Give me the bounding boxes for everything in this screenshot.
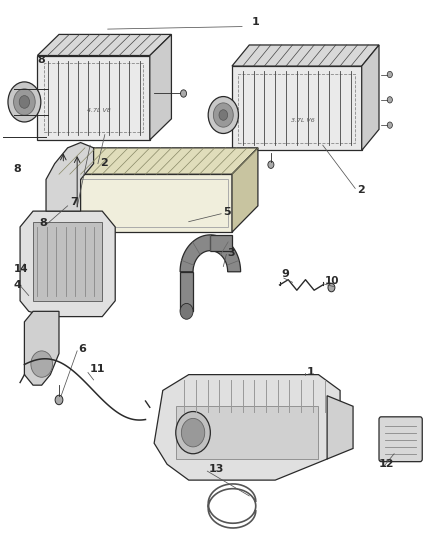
Text: 8: 8 bbox=[14, 164, 21, 174]
Circle shape bbox=[8, 82, 41, 122]
Text: 8: 8 bbox=[37, 55, 45, 66]
Circle shape bbox=[208, 96, 238, 133]
Circle shape bbox=[180, 303, 193, 319]
Text: 4: 4 bbox=[14, 280, 21, 289]
Circle shape bbox=[31, 351, 53, 377]
Text: 12: 12 bbox=[379, 459, 395, 469]
Polygon shape bbox=[232, 45, 379, 66]
Circle shape bbox=[19, 95, 30, 108]
Text: 2: 2 bbox=[100, 158, 108, 168]
Circle shape bbox=[176, 411, 210, 454]
Polygon shape bbox=[37, 55, 150, 140]
Text: 9: 9 bbox=[282, 269, 290, 279]
Text: 1: 1 bbox=[307, 367, 314, 377]
FancyBboxPatch shape bbox=[379, 417, 422, 462]
Text: 8: 8 bbox=[39, 218, 47, 228]
Circle shape bbox=[55, 395, 63, 405]
Text: 2: 2 bbox=[357, 184, 365, 195]
Polygon shape bbox=[210, 235, 232, 251]
Text: 7: 7 bbox=[70, 197, 78, 207]
Polygon shape bbox=[180, 235, 240, 272]
Polygon shape bbox=[327, 395, 353, 459]
Polygon shape bbox=[20, 211, 115, 317]
Circle shape bbox=[387, 96, 392, 103]
Text: 3: 3 bbox=[228, 248, 235, 258]
Circle shape bbox=[328, 284, 335, 292]
Polygon shape bbox=[150, 35, 171, 140]
Polygon shape bbox=[232, 66, 362, 150]
Polygon shape bbox=[59, 148, 258, 174]
Circle shape bbox=[213, 103, 233, 127]
Text: 4.7L V8: 4.7L V8 bbox=[87, 108, 111, 113]
Circle shape bbox=[387, 122, 392, 128]
Circle shape bbox=[14, 89, 35, 115]
Polygon shape bbox=[46, 142, 94, 211]
Polygon shape bbox=[176, 406, 318, 459]
Circle shape bbox=[219, 110, 228, 120]
Text: 11: 11 bbox=[89, 364, 105, 374]
Circle shape bbox=[387, 71, 392, 78]
Polygon shape bbox=[37, 35, 171, 55]
Polygon shape bbox=[362, 45, 379, 150]
Polygon shape bbox=[33, 222, 102, 301]
Polygon shape bbox=[180, 272, 193, 311]
Text: 3.7L V6: 3.7L V6 bbox=[291, 118, 315, 124]
Polygon shape bbox=[154, 375, 340, 480]
Text: 13: 13 bbox=[208, 464, 223, 474]
Text: 6: 6 bbox=[78, 344, 86, 354]
Circle shape bbox=[180, 90, 187, 97]
Circle shape bbox=[268, 161, 274, 168]
Text: 10: 10 bbox=[325, 276, 339, 286]
Polygon shape bbox=[232, 148, 258, 232]
Text: 5: 5 bbox=[223, 207, 231, 217]
Text: 14: 14 bbox=[14, 264, 28, 274]
Polygon shape bbox=[59, 174, 232, 232]
Text: 1: 1 bbox=[251, 17, 259, 27]
Circle shape bbox=[181, 418, 205, 447]
Polygon shape bbox=[25, 311, 59, 385]
